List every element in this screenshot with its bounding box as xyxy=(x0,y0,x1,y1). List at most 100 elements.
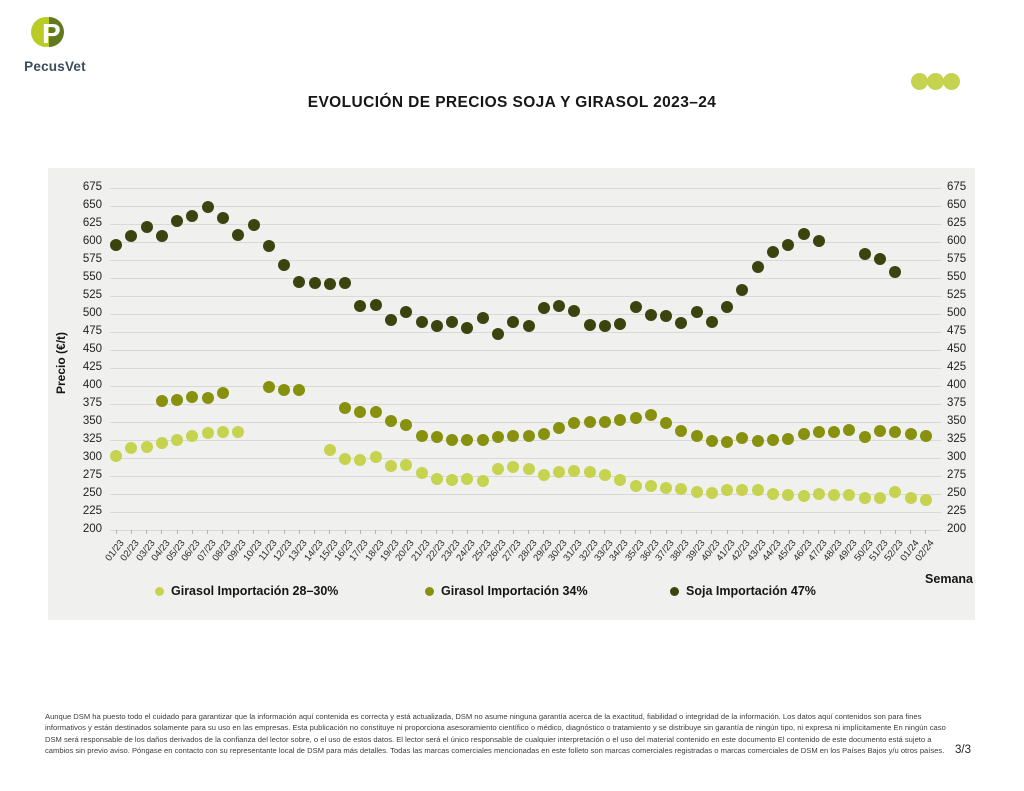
data-point xyxy=(751,434,764,447)
y-tick-label: 300 xyxy=(947,451,967,463)
chart-panel: Precio (€/t) 675 675 650 650 625 625 600 600 575… xyxy=(48,168,975,620)
data-point xyxy=(446,434,459,446)
data-point xyxy=(140,220,153,233)
x-tick xyxy=(726,530,728,534)
x-tick xyxy=(512,530,514,534)
x-tick xyxy=(818,530,820,534)
x-tick xyxy=(864,530,866,534)
data-point xyxy=(430,319,443,332)
data-point xyxy=(889,426,902,439)
data-point xyxy=(262,381,275,394)
data-point xyxy=(874,424,886,437)
data-point xyxy=(476,434,489,446)
data-point xyxy=(782,433,795,446)
data-point xyxy=(812,234,825,247)
data-point xyxy=(537,428,550,441)
x-tick xyxy=(848,530,850,534)
y-tick-label: 275 xyxy=(947,469,967,481)
brand-logo-icon: P xyxy=(31,17,64,49)
y-tick-label: 675 xyxy=(82,181,102,193)
x-tick xyxy=(757,530,759,534)
data-point xyxy=(171,215,184,228)
data-point xyxy=(216,426,229,439)
x-tick xyxy=(665,530,667,534)
data-point xyxy=(446,473,459,486)
data-point xyxy=(705,486,718,499)
data-point xyxy=(125,441,138,454)
gridline xyxy=(110,476,941,477)
gridline xyxy=(110,206,941,207)
data-point xyxy=(675,316,688,329)
x-tick xyxy=(635,530,637,534)
data-point xyxy=(904,492,917,505)
data-point xyxy=(660,482,673,495)
legend-label: Soja Importación 47% xyxy=(686,584,816,598)
data-point xyxy=(369,405,382,418)
data-point xyxy=(461,472,474,485)
data-point xyxy=(721,483,734,496)
x-tick xyxy=(833,530,835,534)
y-tick-label: 575 xyxy=(947,253,967,265)
y-tick-label: 675 xyxy=(947,181,967,193)
data-point xyxy=(629,412,642,425)
data-point xyxy=(705,434,718,447)
data-point xyxy=(812,426,825,439)
data-point xyxy=(751,261,764,274)
y-tick-label: 625 xyxy=(82,217,102,229)
y-tick-label: 475 xyxy=(82,325,102,337)
x-tick xyxy=(222,530,224,534)
y-tick-label: 200 xyxy=(82,523,102,535)
data-point xyxy=(919,429,932,442)
data-point xyxy=(415,429,428,442)
menu-dots-icon[interactable] xyxy=(911,72,971,92)
x-tick xyxy=(894,530,896,534)
x-tick xyxy=(268,530,270,534)
data-point xyxy=(583,466,596,479)
data-point xyxy=(736,431,749,444)
data-point xyxy=(354,454,367,467)
x-tick xyxy=(237,530,239,534)
data-point xyxy=(767,488,780,500)
data-point xyxy=(736,483,749,496)
data-point xyxy=(201,201,214,214)
data-point xyxy=(369,298,382,311)
data-point xyxy=(216,387,229,400)
data-point xyxy=(721,300,734,313)
data-point xyxy=(522,462,535,475)
y-tick-label: 425 xyxy=(82,361,102,373)
data-point xyxy=(690,430,703,443)
data-point xyxy=(644,408,657,421)
x-tick xyxy=(344,530,346,534)
data-point xyxy=(889,485,902,498)
data-point xyxy=(537,302,550,315)
y-tick-label: 575 xyxy=(82,253,102,265)
data-point xyxy=(751,484,764,497)
y-tick-label: 500 xyxy=(82,307,102,319)
x-tick xyxy=(589,530,591,534)
data-point xyxy=(644,480,657,493)
x-tick xyxy=(696,530,698,534)
data-point xyxy=(797,228,810,241)
y-tick-label: 250 xyxy=(947,487,967,499)
data-point xyxy=(492,462,504,475)
x-tick xyxy=(253,530,255,534)
page-title: EVOLUCIÓN DE PRECIOS SOJA Y GIRASOL 2023… xyxy=(307,94,717,111)
data-point xyxy=(354,300,367,313)
x-tick xyxy=(115,530,117,534)
data-point xyxy=(858,431,871,444)
gridline xyxy=(110,242,941,243)
legend-swatch-icon xyxy=(425,586,434,596)
data-point xyxy=(598,469,611,482)
data-point xyxy=(385,459,398,472)
data-point xyxy=(430,431,443,444)
x-tick xyxy=(314,530,316,534)
data-point xyxy=(323,277,336,290)
x-tick xyxy=(803,530,805,534)
gridline xyxy=(110,494,941,495)
data-point xyxy=(904,427,917,440)
data-point xyxy=(308,277,321,290)
legend-item: Girasol Importación 28–30% xyxy=(155,584,338,598)
x-tick xyxy=(191,530,193,534)
y-tick-label: 625 xyxy=(947,217,967,229)
